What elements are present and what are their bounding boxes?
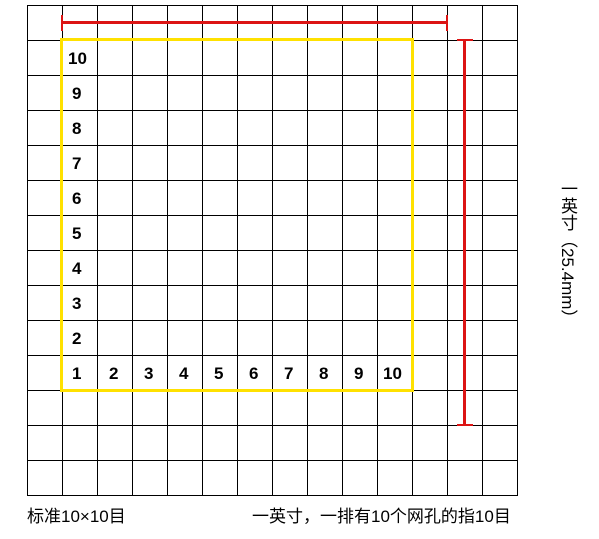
grid-line-h xyxy=(27,425,518,426)
x-number: 2 xyxy=(109,365,118,382)
grid-line-h xyxy=(27,5,518,6)
y-number: 5 xyxy=(72,225,81,242)
y-number: 4 xyxy=(72,260,81,277)
y-number: 6 xyxy=(72,190,81,207)
y-number: 3 xyxy=(72,295,81,312)
x-number: 3 xyxy=(144,365,153,382)
top-ruler-cap-right xyxy=(446,15,449,31)
right-ruler-cap-top xyxy=(457,39,473,42)
yellow-box xyxy=(60,38,414,392)
x-number: 8 xyxy=(319,365,328,382)
top-ruler-bar xyxy=(62,21,447,24)
bottom-left-label: 标准10×10目 xyxy=(27,508,126,525)
y-number: 1 xyxy=(72,365,81,382)
y-number: 8 xyxy=(72,120,81,137)
right-ruler-bar xyxy=(463,40,466,425)
y-number: 2 xyxy=(72,330,81,347)
top-ruler-cap-left xyxy=(61,15,64,31)
grid-line-h xyxy=(27,495,518,496)
x-number: 7 xyxy=(284,365,293,382)
y-number: 9 xyxy=(72,85,81,102)
x-number: 6 xyxy=(249,365,258,382)
x-number: 5 xyxy=(214,365,223,382)
bottom-right-label: 一英寸，一排有10个网孔的指10目 xyxy=(252,508,511,525)
x-number: 9 xyxy=(354,365,363,382)
grid-line-h xyxy=(27,460,518,461)
y-number: 10 xyxy=(68,50,87,67)
y-number: 7 xyxy=(72,155,81,172)
x-number: 4 xyxy=(179,365,188,382)
right-label: 一英寸（25.4mm） xyxy=(559,180,576,326)
diagram-stage: 10 9 8 7 6 5 4 3 2 1 2 3 4 5 6 7 8 9 10 一英寸（25.4mm） 标准10×10目… xyxy=(0,0,599,539)
right-ruler-cap-bottom xyxy=(457,424,473,427)
x-number: 10 xyxy=(383,365,402,382)
